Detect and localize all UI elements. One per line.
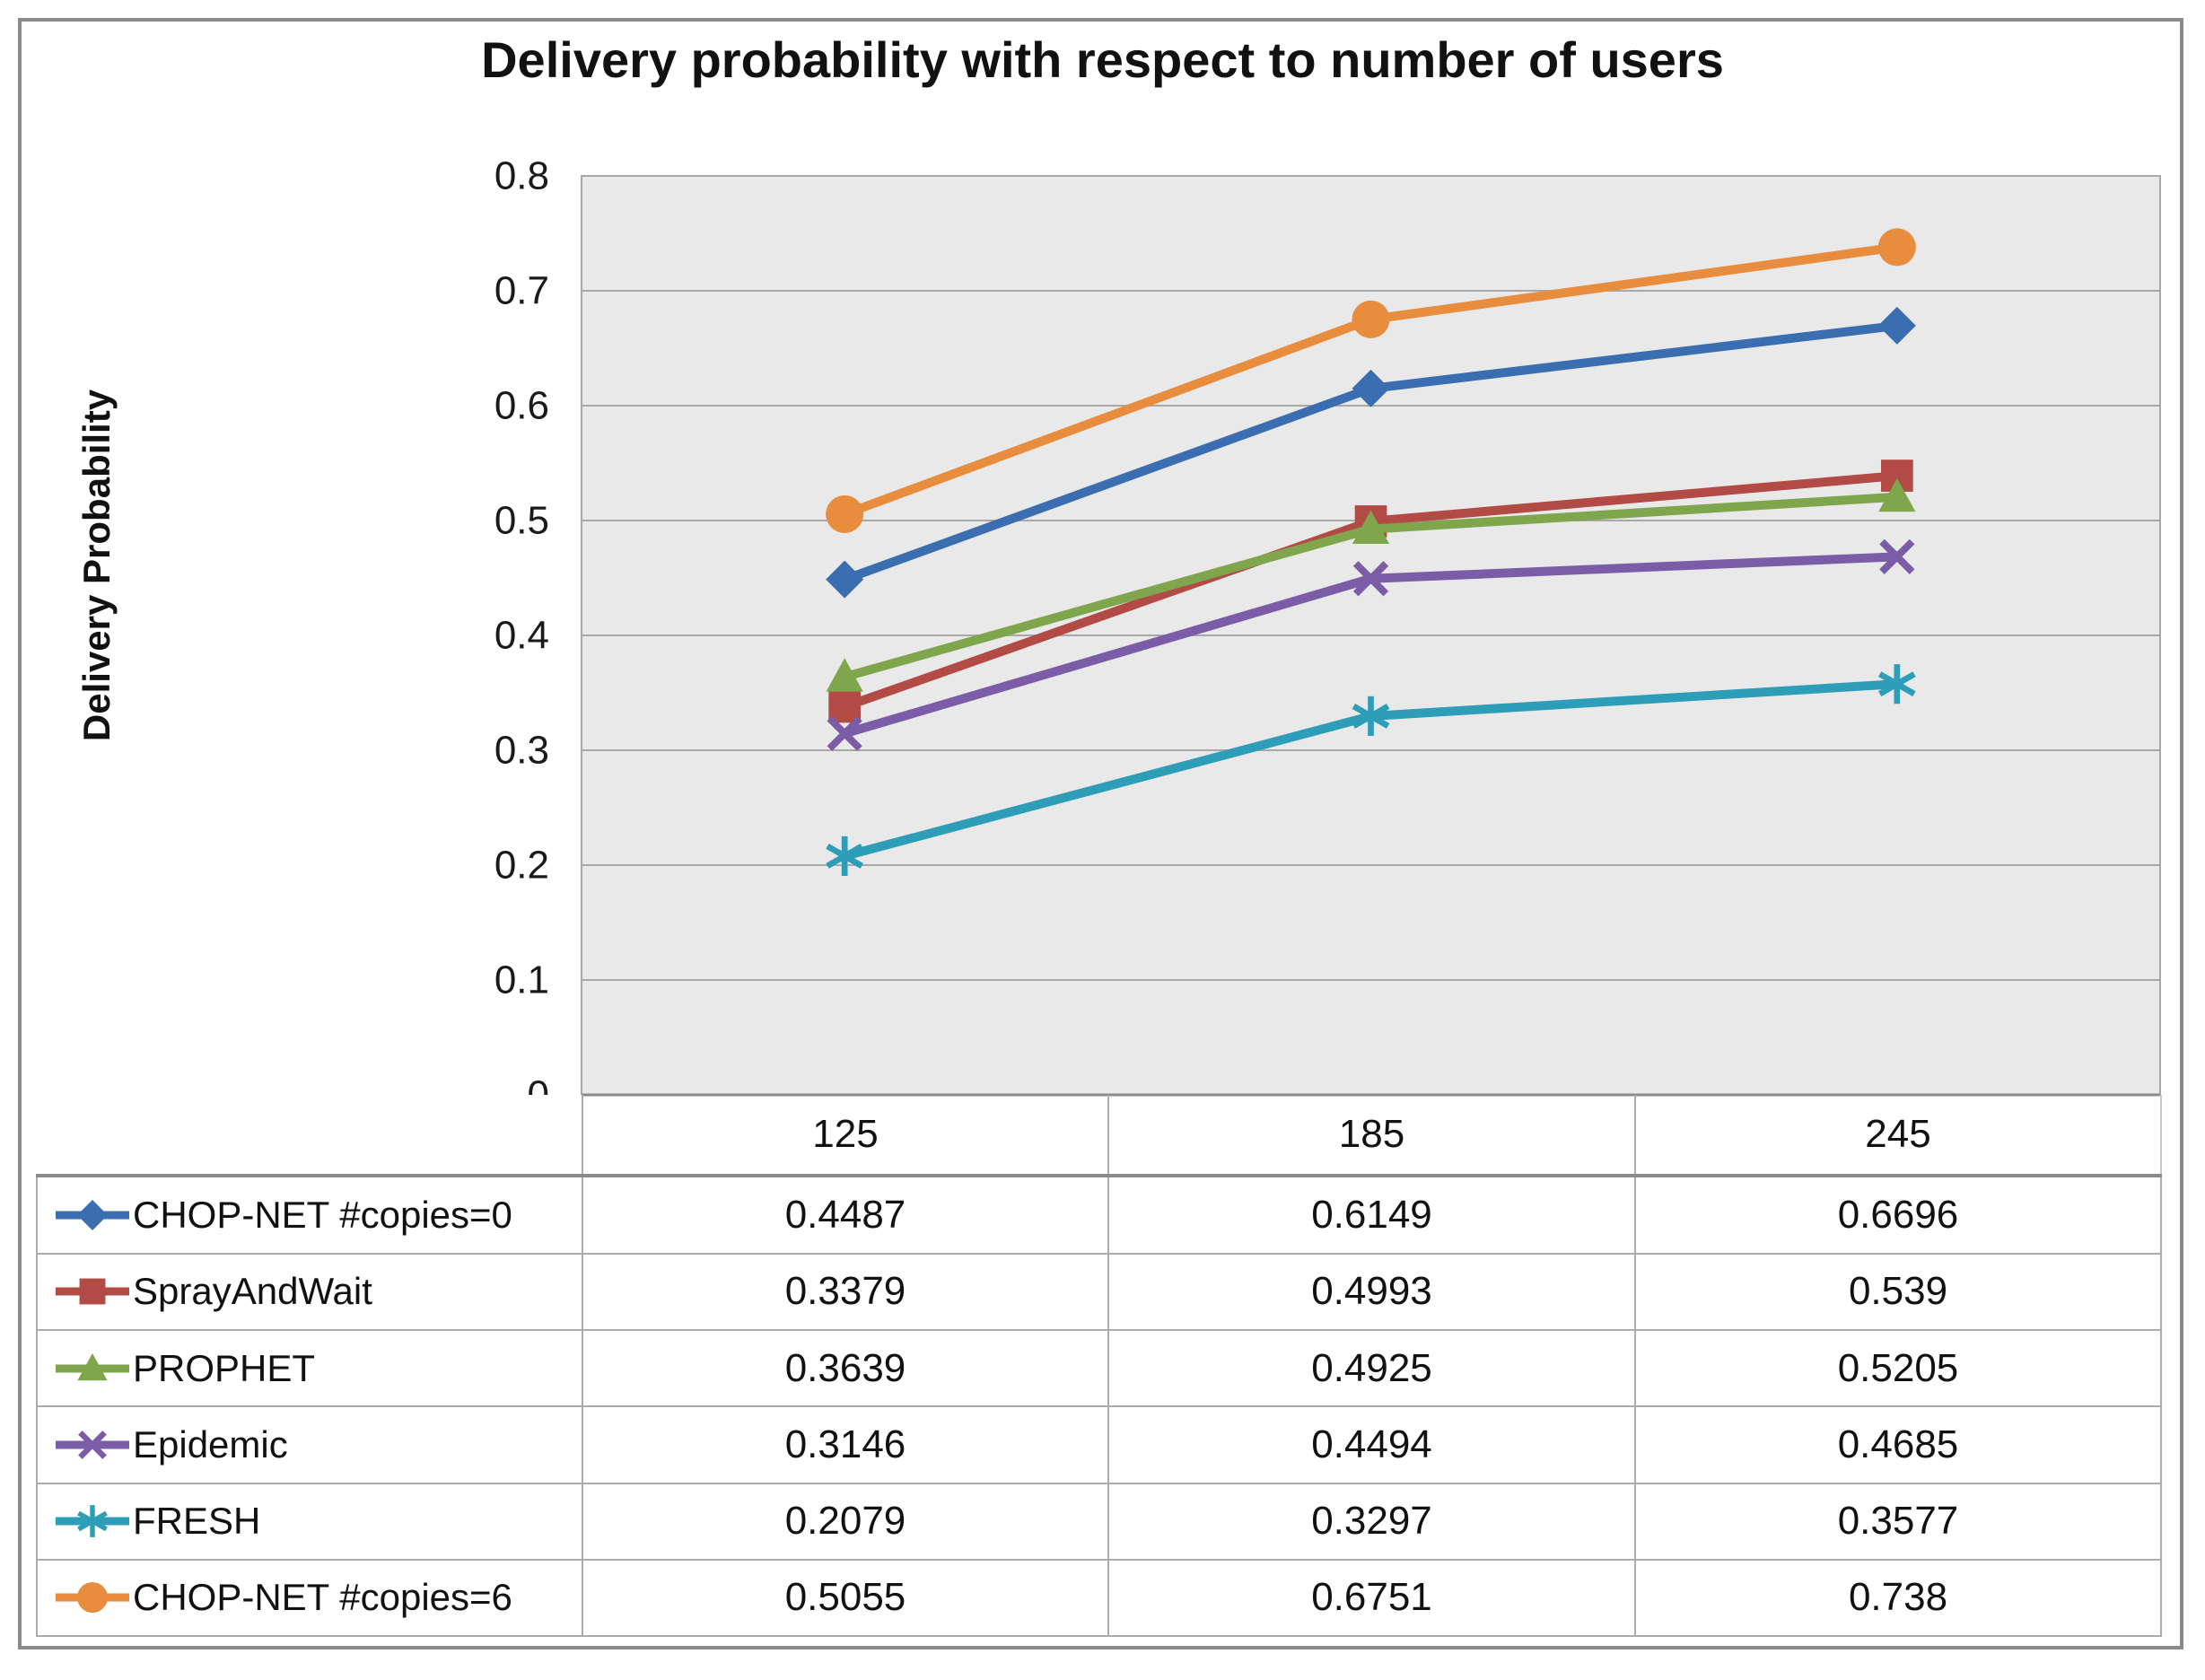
- asterisk-marker-icon: [1877, 664, 1916, 704]
- triangle-marker-icon: [1352, 510, 1390, 544]
- value-cell: 0.4993: [1107, 1252, 1636, 1332]
- legend-cell: CHOP-NET #copies=0: [36, 1175, 583, 1255]
- legend-cell: SprayAndWait: [36, 1252, 583, 1332]
- asterisk-marker-icon: [1352, 696, 1390, 737]
- triangle-marker-icon: [77, 1352, 108, 1380]
- chart-title: Delivery probability with respect to num…: [481, 31, 1724, 88]
- value-cell: 0.3297: [1107, 1482, 1636, 1561]
- circle-marker-icon: [77, 1582, 108, 1614]
- series-row: CHOP-NET #copies=0 0.4487 0.6149 0.6696: [36, 1175, 2162, 1255]
- square-marker-icon: [828, 690, 862, 723]
- y-tick-label: 0.2: [494, 844, 549, 888]
- legend-cell: PROPHET: [36, 1329, 583, 1408]
- x-marker-icon: [1352, 561, 1389, 597]
- series-rows: CHOP-NET #copies=0 0.4487 0.6149 0.6696 Spra…: [36, 1175, 2162, 1638]
- y-tick-label: 0.1: [494, 958, 549, 1002]
- value-cell: 0.6751: [1107, 1558, 1636, 1638]
- y-tick-label: 0.7: [494, 269, 549, 313]
- data-table: 125 185 245 CHOP-NET #copies=0 0.4487 0.6149…: [36, 1095, 2162, 1638]
- diamond-legend-icon: [56, 1199, 129, 1230]
- x-marker-icon: [827, 715, 862, 751]
- x-marker-icon: [78, 1431, 107, 1459]
- diamond-marker-icon: [1352, 369, 1390, 407]
- y-tick-label: 0.5: [494, 499, 549, 543]
- diamond-marker-icon: [1877, 306, 1916, 345]
- series-name: CHOP-NET #copies=6: [133, 1576, 512, 1619]
- asterisk-marker-icon: [826, 836, 864, 876]
- circle-legend-icon: [56, 1582, 129, 1614]
- corner-cell: [37, 1095, 582, 1177]
- square-legend-icon: [56, 1278, 129, 1305]
- value-cell: 0.6696: [1634, 1175, 2162, 1255]
- legend-cell: CHOP-NET #copies=6: [36, 1558, 583, 1638]
- diamond-marker-icon: [826, 560, 864, 599]
- category-label: 125: [582, 1095, 1108, 1177]
- series-chop-net-copies-0: [826, 306, 1916, 599]
- header-row: 125 185 245: [37, 1095, 2162, 1177]
- circle-marker-icon: [1877, 228, 1916, 267]
- value-cell: 0.3146: [582, 1405, 1109, 1484]
- series-row: Epidemic 0.3146 0.4494 0.4685: [36, 1405, 2162, 1484]
- series-name: Epidemic: [133, 1422, 288, 1466]
- series-row: PROPHET 0.3639 0.4925 0.5205: [36, 1329, 2162, 1408]
- x-marker-icon: [1879, 538, 1915, 574]
- triangle-legend-icon: [56, 1352, 129, 1380]
- value-cell: 0.539: [1634, 1252, 2162, 1332]
- series-epidemic: [827, 538, 1915, 751]
- value-cell: 0.4925: [1107, 1329, 1636, 1408]
- value-cell: 0.4487: [582, 1175, 1109, 1255]
- series-fresh: [826, 664, 1916, 876]
- y-tick-label: 0.4: [494, 614, 549, 658]
- triangle-marker-icon: [826, 658, 863, 692]
- series-chop-net-copies-6: [826, 228, 1916, 533]
- category-label: 245: [1634, 1095, 2162, 1177]
- asterisk-marker-icon: [77, 1505, 108, 1537]
- value-cell: 0.6149: [1107, 1175, 1636, 1255]
- value-cell: 0.3379: [582, 1252, 1109, 1332]
- legend-cell: FRESH: [36, 1482, 583, 1561]
- series-row: FRESH 0.2079 0.3297 0.3577: [36, 1482, 2162, 1561]
- series-name: CHOP-NET #copies=0: [133, 1193, 512, 1236]
- circle-marker-icon: [1352, 300, 1390, 338]
- y-tick-label: 0.6: [494, 384, 549, 428]
- triangle-marker-icon: [1878, 477, 1916, 512]
- y-tick-label: 0.8: [494, 154, 549, 198]
- diamond-marker-icon: [77, 1199, 108, 1230]
- category-header-row: 125 185 245: [37, 1095, 2162, 1177]
- series-row: CHOP-NET #copies=6 0.5055 0.6751 0.738: [36, 1558, 2162, 1638]
- value-cell: 0.3577: [1634, 1482, 2162, 1561]
- value-cell: 0.4494: [1107, 1405, 1636, 1484]
- series-name: PROPHET: [133, 1346, 316, 1389]
- category-label: 185: [1107, 1095, 1635, 1177]
- square-marker-icon: [79, 1278, 106, 1305]
- value-cell: 0.5055: [582, 1558, 1109, 1638]
- value-cell: 0.3639: [582, 1329, 1109, 1408]
- value-cell: 0.4685: [1634, 1405, 2162, 1484]
- series-row: SprayAndWait 0.3379 0.4993 0.539: [36, 1252, 2162, 1332]
- legend-cell: Epidemic: [36, 1405, 583, 1484]
- series-prophet: [826, 477, 1916, 692]
- series-name: SprayAndWait: [133, 1270, 372, 1313]
- value-cell: 0.5205: [1634, 1329, 2162, 1408]
- series-name: FRESH: [133, 1500, 261, 1543]
- y-tick-label: 0.3: [494, 729, 549, 773]
- value-cell: 0.2079: [582, 1482, 1109, 1561]
- circle-marker-icon: [826, 494, 864, 533]
- x-legend-icon: [56, 1431, 129, 1459]
- asterisk-legend-icon: [56, 1505, 129, 1537]
- value-cell: 0.738: [1634, 1558, 2162, 1638]
